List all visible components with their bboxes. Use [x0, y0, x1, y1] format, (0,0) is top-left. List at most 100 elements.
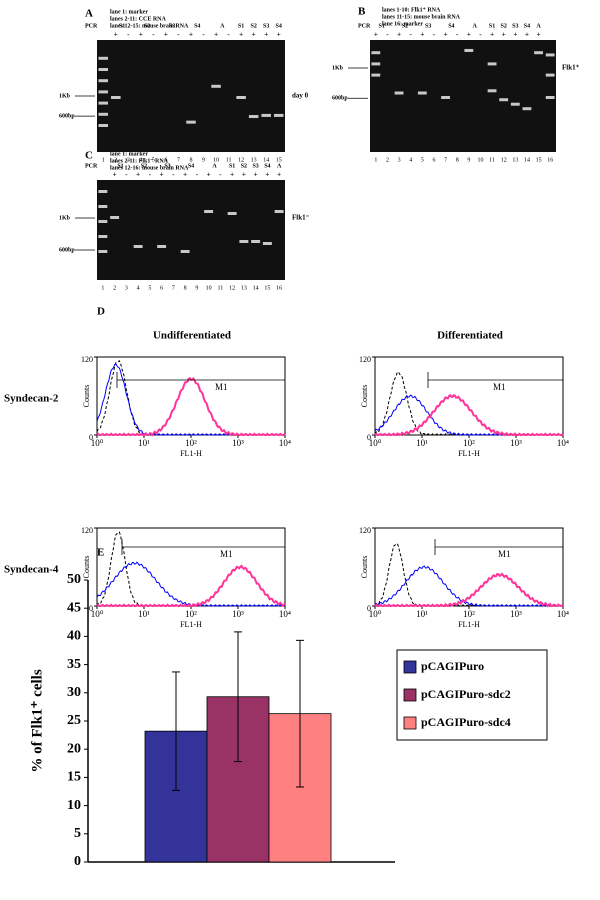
- plot-frame: [374, 356, 564, 436]
- lane-number: 5: [148, 285, 151, 291]
- lane-header: S1: [489, 23, 495, 29]
- gel-band: [204, 210, 214, 213]
- gel-band: [510, 102, 520, 106]
- gel-band: [499, 98, 509, 102]
- lane-sign: +: [374, 31, 378, 39]
- lane-sign: +: [264, 31, 268, 39]
- y-tick-label: 120: [359, 526, 371, 535]
- x-tick-label: 10⁴: [557, 609, 569, 619]
- lane-number: 13: [251, 157, 257, 163]
- size-marker: 600bp: [59, 114, 75, 120]
- gel-band: [251, 240, 261, 243]
- gel-band: [487, 89, 497, 93]
- histogram-curve: [374, 371, 564, 436]
- gel-band: [98, 250, 108, 253]
- lane-number: 1: [102, 157, 105, 163]
- histogram-curve: [374, 394, 564, 436]
- gel-band: [274, 210, 284, 213]
- lane-number: 5: [152, 157, 155, 163]
- histogram-curve: [374, 572, 564, 608]
- gel-band: [417, 91, 427, 95]
- y-tick-label: 120: [81, 355, 93, 364]
- lane-sign: -: [479, 31, 482, 39]
- gel-band: [273, 113, 284, 117]
- histogram-curve: [96, 363, 286, 436]
- lane-header: A: [212, 163, 217, 169]
- lane-sign: +: [252, 31, 256, 39]
- lane-number: 6: [432, 157, 435, 163]
- gel-band: [111, 96, 121, 99]
- legend-label: pCAGIPuro: [421, 659, 484, 673]
- lane-number: 7: [172, 285, 175, 291]
- histogram-curve: [374, 393, 564, 437]
- gel-band: [262, 242, 272, 245]
- lane-sign: -: [433, 31, 436, 39]
- lane-header: S2: [402, 23, 408, 29]
- pcr-label: PCR: [358, 23, 371, 29]
- gel-band: [98, 68, 109, 71]
- gel-band: [464, 48, 474, 52]
- legend-swatch: [403, 660, 417, 674]
- lane-sign: -: [202, 31, 205, 39]
- lane-sign: +: [214, 31, 218, 39]
- lane-header: A: [472, 23, 477, 29]
- panel-letter: D: [97, 306, 105, 318]
- gel-band: [534, 51, 543, 55]
- lane-header: S3: [263, 23, 269, 29]
- lane-sign: +: [139, 31, 143, 39]
- lane-number: 3: [398, 157, 401, 163]
- y-tick-label: 120: [359, 355, 371, 364]
- gel-band: [186, 120, 196, 124]
- lane-sign: -: [127, 31, 130, 39]
- lane-number: 1: [101, 285, 104, 291]
- x-tick-label: 10¹: [138, 609, 150, 619]
- lane-sign: +: [490, 31, 494, 39]
- lane-header: S3: [512, 23, 518, 29]
- gel-band: [261, 113, 271, 117]
- lane-header: S2: [141, 163, 147, 169]
- lane-sign: +: [136, 171, 140, 179]
- lane-sign: +: [537, 31, 541, 39]
- lane-number: 1: [374, 157, 377, 163]
- lane-number: 10: [206, 285, 212, 291]
- y-tick-label: 40: [67, 629, 81, 644]
- side-label: Flk1⁻: [292, 214, 310, 222]
- lane-sign: +: [277, 31, 281, 39]
- lane-header: S3: [252, 163, 258, 169]
- lane-sign: +: [242, 171, 246, 179]
- lane-note: lane 1: marker: [110, 9, 148, 15]
- pcr-label: PCR: [85, 163, 98, 169]
- lane-header: S4: [276, 23, 282, 29]
- y-tick-label: 0: [89, 433, 93, 442]
- lane-number: 12: [229, 285, 235, 291]
- lane-sign: +: [230, 171, 234, 179]
- histogram-curve: [374, 542, 564, 607]
- gel-band: [211, 84, 221, 88]
- lane-number: 16: [547, 157, 553, 163]
- lane-number: 11: [489, 157, 495, 163]
- gel-band: [371, 73, 381, 77]
- lane-header: S4: [194, 23, 200, 29]
- lane-header: S2: [241, 163, 247, 169]
- lane-number: 4: [409, 157, 412, 163]
- lane-header: S2: [250, 23, 256, 29]
- x-tick-label: 10¹: [416, 609, 428, 619]
- lane-sign: +: [183, 171, 187, 179]
- lane-sign: +: [164, 31, 168, 39]
- y-axis-label: Counts: [82, 385, 91, 408]
- x-tick-label: 10²: [463, 438, 475, 448]
- y-tick-label: 5: [74, 826, 81, 841]
- y-axis-label: % of Flk1⁺ cells: [29, 669, 45, 772]
- lane-number: 6: [160, 285, 163, 291]
- gel-band: [545, 53, 555, 57]
- gel-image: [370, 40, 556, 152]
- x-tick-label: 10³: [510, 609, 522, 619]
- lane-number: 14: [253, 285, 259, 291]
- lane-number: 4: [137, 285, 140, 291]
- gate-label: M1: [220, 549, 233, 559]
- lane-sign: +: [207, 171, 211, 179]
- x-tick-label: 10⁰: [369, 609, 382, 619]
- panel-letter: C: [85, 150, 93, 162]
- lane-sign: +: [444, 31, 448, 39]
- x-tick-label: 10²: [185, 609, 197, 619]
